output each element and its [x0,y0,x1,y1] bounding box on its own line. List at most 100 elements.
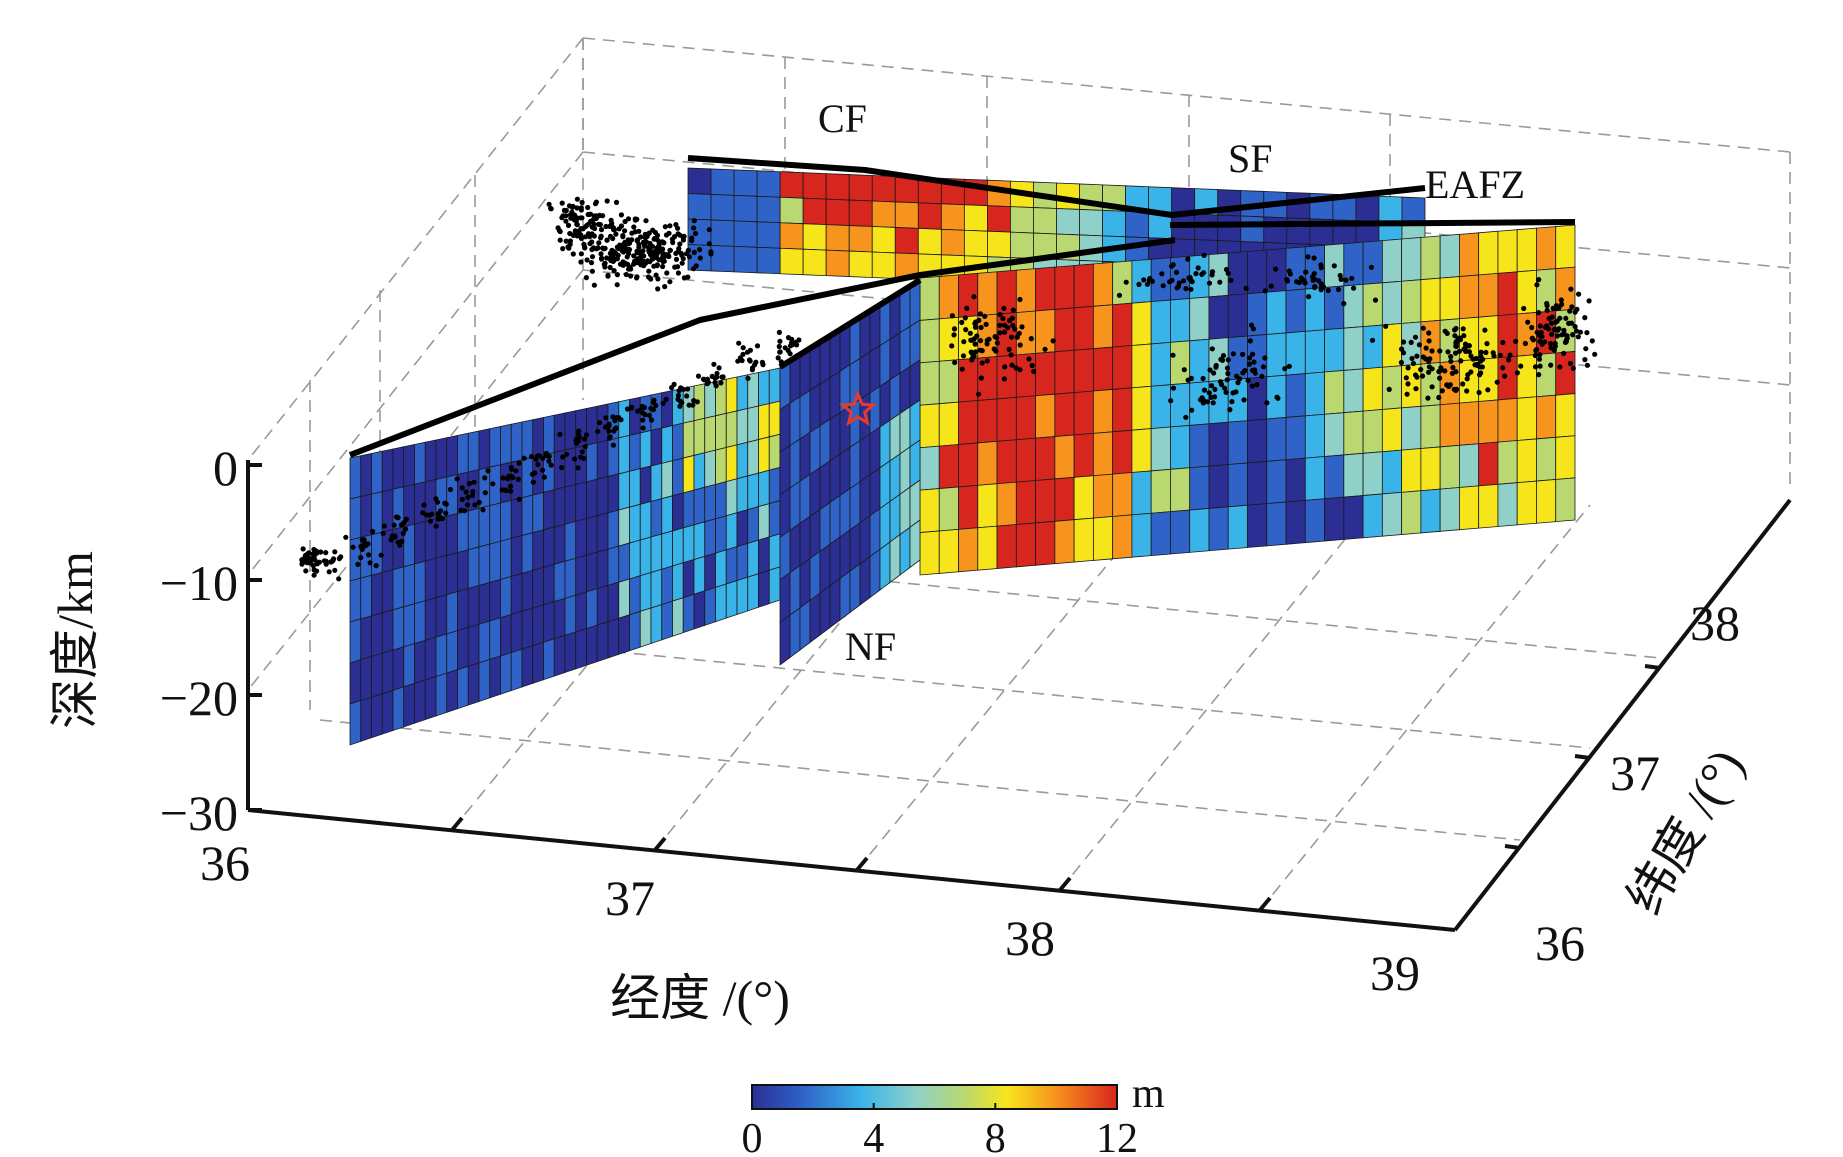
slip-patch [1092,346,1114,392]
axes-lines [246,460,1792,932]
aftershock-dot [632,258,638,264]
slip-patch [879,419,891,469]
aftershock-dot [1582,357,1588,363]
slip-patch [543,638,555,681]
slip-patch [521,532,534,574]
aftershock-dot [436,516,442,522]
x-tick-label: 37 [605,870,655,926]
slip-patch [618,470,630,511]
aftershock-dot [1219,357,1226,363]
slip-patch [819,585,831,636]
aftershock-dot [651,236,658,242]
slip-patch [789,396,801,447]
slip-patch [629,503,641,544]
slip-patch [1150,426,1171,472]
aftershock-dot [593,246,599,252]
aftershock-dot [336,556,342,562]
aftershock-dot [1500,339,1506,346]
slip-patch [1439,233,1460,279]
slip-patch [919,318,940,364]
slip-patch [879,541,891,591]
slip-patch [467,507,480,551]
slip-patch [586,405,598,446]
slip-patch [1266,459,1287,505]
aftershock-dot [1408,339,1414,345]
slip-patch [825,249,850,277]
slip-patch [1131,301,1152,346]
slip-patch [1381,491,1403,537]
z-axis-title: 深度/km [47,551,103,729]
aftershock-dot [1189,407,1195,413]
slip-patch [725,478,738,517]
slip-patch [543,563,555,606]
aftershock-dot [959,366,965,372]
aftershock-dot [640,425,646,431]
aftershock-dot [1028,336,1034,342]
aftershock-dot [1275,395,1281,401]
aftershock-dot [1465,372,1471,378]
slip-patch [715,412,727,451]
slip-patch [710,245,735,273]
slip-patch [629,468,641,508]
nf-trace-east [778,277,922,370]
slip-patch [1497,271,1518,317]
aftershock-dot [622,228,628,234]
aftershock-dot [997,311,1003,318]
slip-patch [710,168,735,196]
aftershock-dot [1009,362,1015,368]
slip-patch [1217,214,1242,242]
aftershock-dot [611,268,617,274]
aftershock-dot [1426,338,1432,344]
slip-patch [938,401,959,447]
slip-patch [747,472,759,511]
slip-patch [1112,514,1133,560]
slip-patch [1092,261,1114,307]
slip-patch [618,434,630,475]
slip-patch [467,546,480,590]
x-tick-label: 38 [1005,910,1055,966]
slip-patch [733,245,758,274]
slip-patch [360,574,372,620]
aftershock-dot [1031,368,1037,375]
slip-patch [747,573,759,612]
aftershock-dot [675,270,682,276]
slip-patch [1324,327,1345,373]
slip-patch [596,548,609,590]
aftershock-dot [648,276,654,282]
aftershock-dot [1478,370,1484,376]
aftershock-dot [589,254,596,260]
aftershock-dot [1337,272,1343,279]
slip-patch [1054,434,1075,480]
slip-patch [1208,294,1229,340]
aftershock-dot [625,241,631,247]
aftershock-dot [572,214,578,220]
slip-patch [1536,226,1557,271]
slip-patch [1459,401,1480,446]
slip-patch [710,219,735,247]
aftershock-dot [685,386,691,392]
aftershock-dot [1490,350,1496,356]
aftershock-dot [1410,360,1417,367]
aftershock-dot [1305,254,1311,260]
aftershock-dot [1563,315,1569,321]
aftershock-dot [1318,265,1324,271]
y-tick-label: 36 [1535,915,1585,971]
aftershock-dot [1400,350,1407,356]
slip-patch [1092,431,1114,477]
aftershock-dot [548,462,554,468]
slip-patch [919,530,940,576]
slip-patch [381,689,394,735]
slip-patch [1033,207,1057,235]
slip-patch [779,571,791,624]
aftershock-dot [1341,301,1347,307]
slip-patch [704,483,716,523]
aftershock-dot [670,239,676,246]
aftershock-dot [582,444,588,450]
aftershock-dot [1296,279,1303,286]
aftershock-dot [977,311,984,317]
aftershock-dot [671,234,678,240]
aftershock-dot [515,476,521,482]
aftershock-dot [1173,269,1180,275]
slip-patch [1073,348,1094,394]
slip-patch [1343,410,1364,456]
